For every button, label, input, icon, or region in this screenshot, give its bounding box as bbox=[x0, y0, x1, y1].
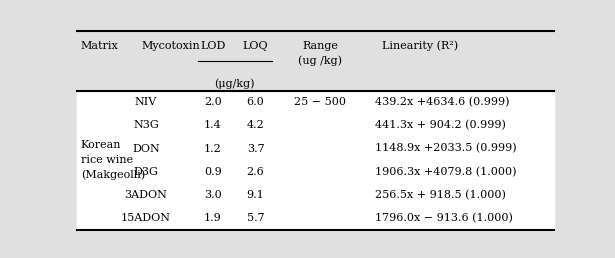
Text: 439.2x +4634.6 (0.999): 439.2x +4634.6 (0.999) bbox=[375, 97, 509, 107]
Text: 2.6: 2.6 bbox=[247, 167, 264, 177]
Text: LOD: LOD bbox=[200, 41, 226, 51]
Text: Mycotoxin: Mycotoxin bbox=[141, 41, 200, 51]
Text: 1.2: 1.2 bbox=[204, 143, 221, 154]
Text: 3.0: 3.0 bbox=[204, 190, 221, 200]
Text: (μg/kg): (μg/kg) bbox=[214, 79, 255, 89]
Text: Korean
rice wine
(Makgeolli): Korean rice wine (Makgeolli) bbox=[81, 140, 145, 180]
Text: 441.3x + 904.2 (0.999): 441.3x + 904.2 (0.999) bbox=[375, 120, 506, 131]
Text: D3G: D3G bbox=[133, 167, 159, 177]
Text: 2.0: 2.0 bbox=[204, 97, 221, 107]
Text: 1906.3x +4079.8 (1.000): 1906.3x +4079.8 (1.000) bbox=[375, 166, 516, 177]
Text: 25 − 500: 25 − 500 bbox=[294, 97, 346, 107]
Text: 4.2: 4.2 bbox=[247, 120, 264, 130]
Text: 3.7: 3.7 bbox=[247, 143, 264, 154]
Bar bbox=[77, 31, 554, 91]
Text: 1.9: 1.9 bbox=[204, 213, 221, 223]
Text: NIV: NIV bbox=[135, 97, 157, 107]
Text: 6.0: 6.0 bbox=[247, 97, 264, 107]
Text: 5.7: 5.7 bbox=[247, 213, 264, 223]
Text: DON: DON bbox=[132, 143, 160, 154]
Text: 1796.0x − 913.6 (1.000): 1796.0x − 913.6 (1.000) bbox=[375, 213, 513, 223]
Text: Matrix: Matrix bbox=[81, 41, 119, 51]
Text: 15ADON: 15ADON bbox=[121, 213, 171, 223]
Text: 9.1: 9.1 bbox=[247, 190, 264, 200]
Bar bbox=[77, 91, 554, 230]
Text: Linearity (R²): Linearity (R²) bbox=[382, 41, 458, 51]
Text: N3G: N3G bbox=[133, 120, 159, 130]
Text: 1.4: 1.4 bbox=[204, 120, 221, 130]
Text: 0.9: 0.9 bbox=[204, 167, 221, 177]
Text: 256.5x + 918.5 (1.000): 256.5x + 918.5 (1.000) bbox=[375, 190, 506, 200]
Text: Range
(ug /kg): Range (ug /kg) bbox=[298, 41, 342, 66]
Text: 3ADON: 3ADON bbox=[125, 190, 167, 200]
Text: LOQ: LOQ bbox=[243, 41, 268, 51]
Text: 1148.9x +2033.5 (0.999): 1148.9x +2033.5 (0.999) bbox=[375, 143, 517, 154]
